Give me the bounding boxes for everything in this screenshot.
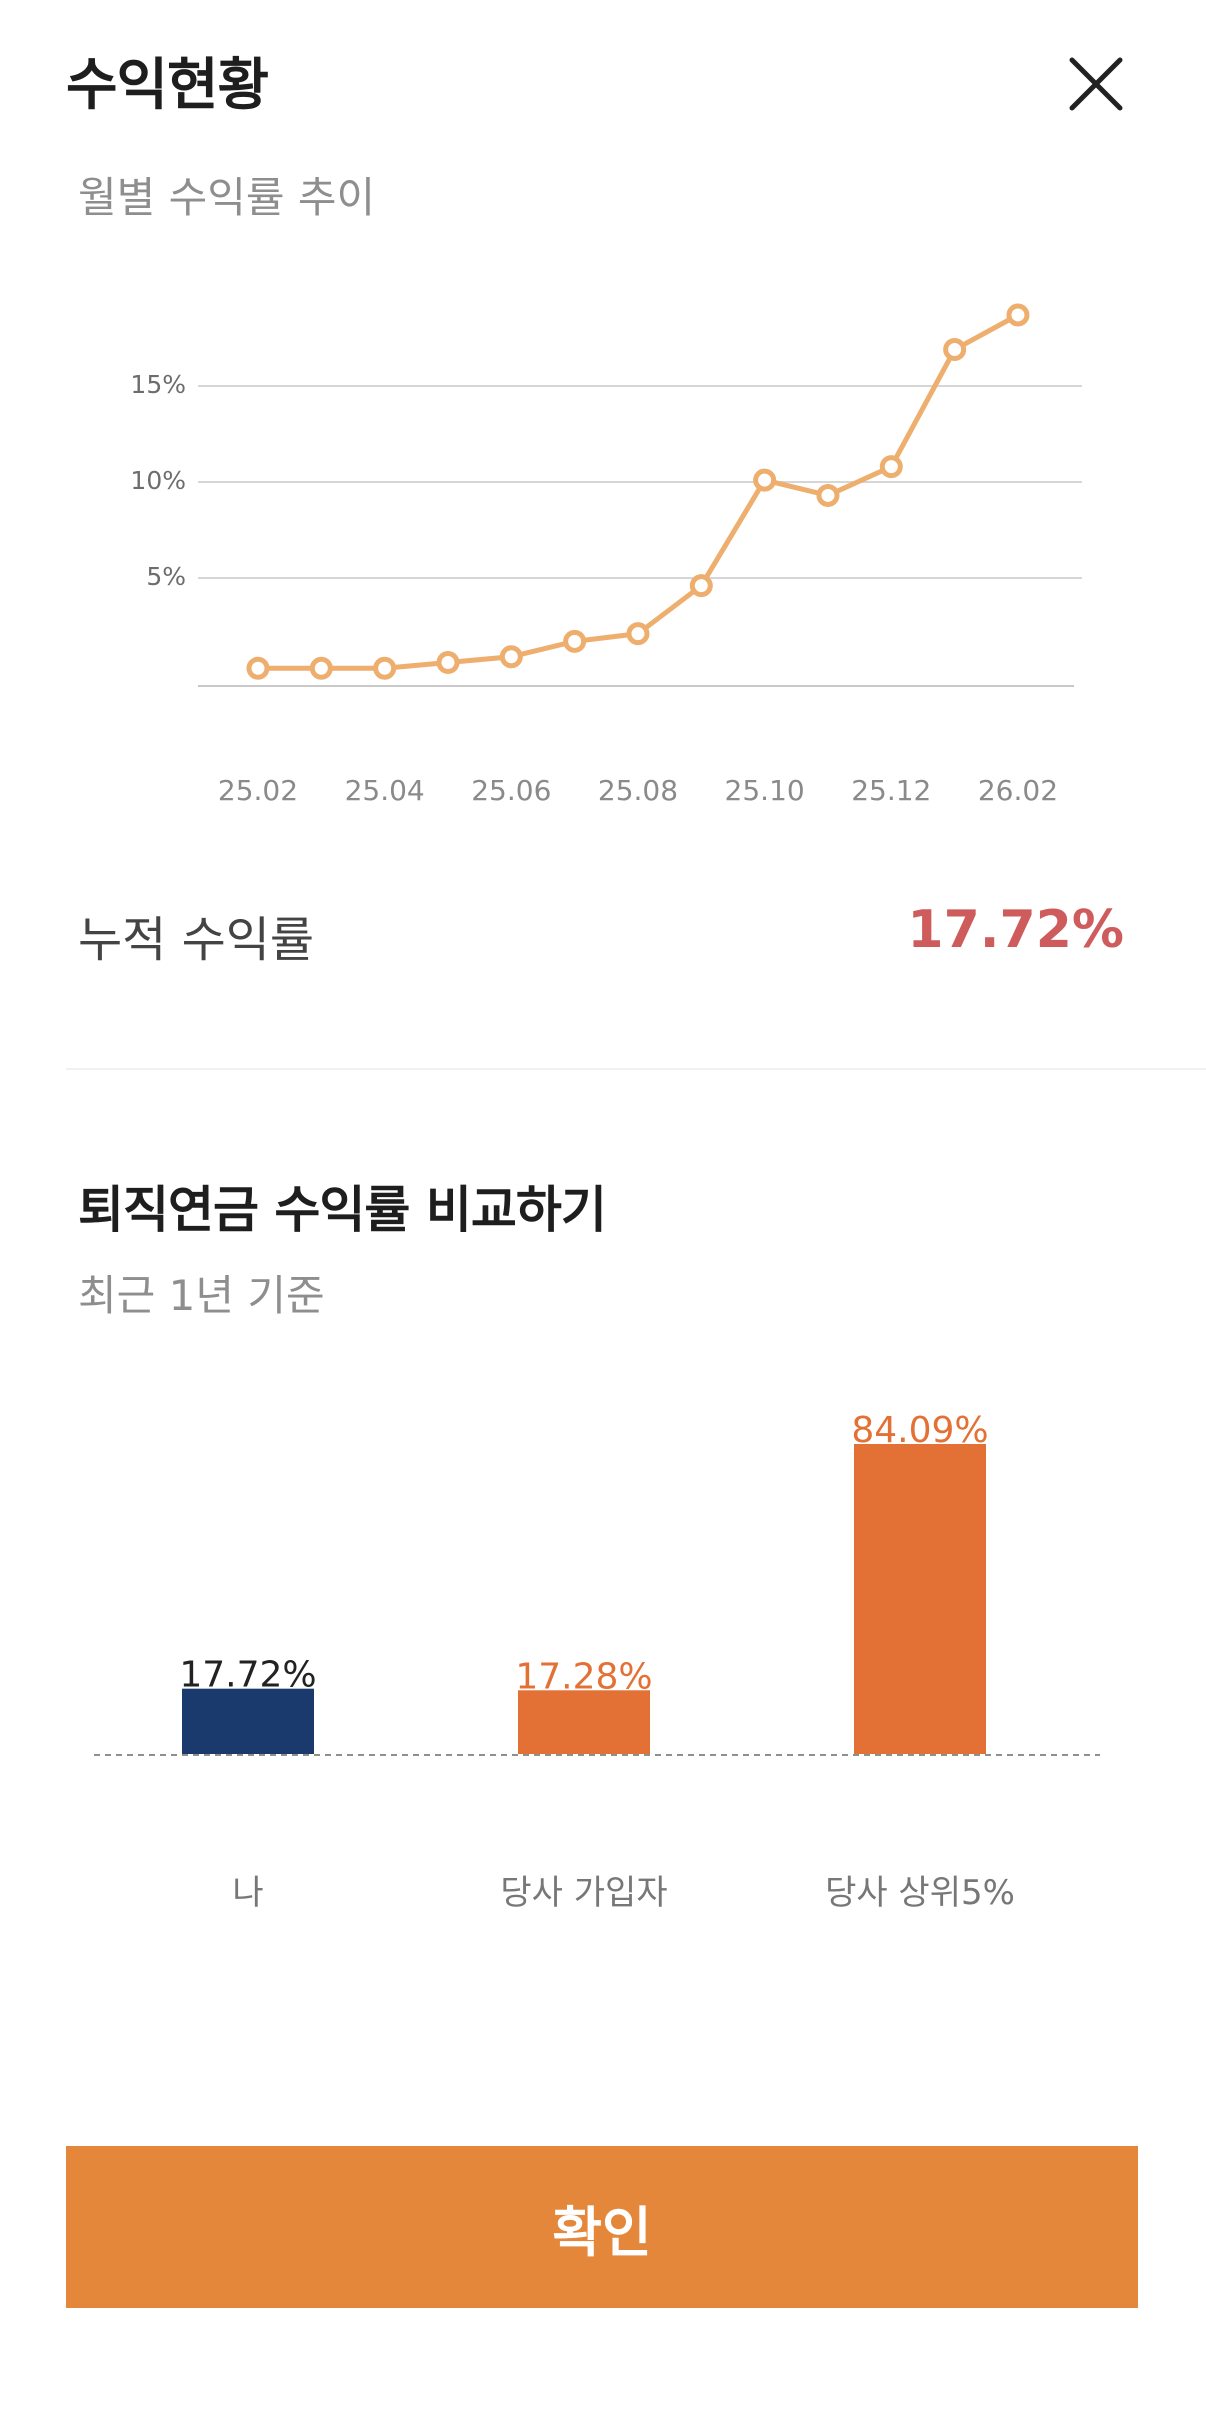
return-comparison-bar-chart: 17.72% 나 17.28% 당사 가입자 84.09% 당사 상위5%	[94, 1410, 1100, 1913]
data-point	[246, 656, 270, 680]
data-point	[879, 455, 903, 479]
bar	[182, 1688, 314, 1754]
bar-category-label: 당사 상위5%	[825, 1873, 1015, 1913]
y-tick-label: 15%	[130, 370, 186, 399]
monthly-return-line-chart: 5% 10% 15% 25.02 25.04 25.06 25.08 25.10 25.12 26…	[130, 303, 1082, 807]
data-point	[689, 574, 713, 598]
bar	[518, 1690, 650, 1754]
bar	[854, 1444, 986, 1754]
close-icon[interactable]	[1056, 44, 1136, 124]
page-title: 수익현황	[66, 53, 269, 118]
series-line	[258, 312, 1020, 671]
confirm-button[interactable]: 확인	[66, 2146, 1138, 2308]
x-tick-label: 25.04	[345, 774, 425, 807]
y-tick-label: 10%	[130, 466, 186, 495]
data-point	[436, 650, 460, 674]
compare-section-title: 퇴직연금 수익률 비교하기	[78, 1181, 607, 1239]
data-point	[373, 656, 397, 680]
x-tick-label: 25.06	[471, 774, 551, 807]
cumulative-return-label: 누적 수익률	[78, 912, 315, 968]
x-tick-label: 25.02	[218, 774, 298, 807]
bar-value-label: 17.72%	[179, 1655, 316, 1696]
x-tick-label: 25.08	[598, 774, 678, 807]
close-button[interactable]	[1056, 44, 1136, 124]
data-point	[1006, 303, 1030, 327]
section-divider	[66, 1068, 1206, 1070]
compare-section-subtitle: 최근 1년 기준	[78, 1271, 325, 1320]
cumulative-return-value: 17.72%	[907, 900, 1124, 960]
data-point	[943, 338, 967, 362]
bar-category-label: 나	[232, 1873, 263, 1913]
data-point	[626, 622, 650, 646]
monthly-chart-subtitle: 월별 수익률 추이	[78, 173, 376, 222]
x-tick-label: 26.02	[978, 774, 1058, 807]
x-tick-label: 25.10	[725, 774, 805, 807]
bar-category-label: 당사 가입자	[500, 1873, 667, 1913]
data-point	[816, 483, 840, 507]
bar-value-label: 84.09%	[851, 1410, 988, 1451]
data-point	[309, 656, 333, 680]
data-point	[563, 629, 587, 653]
data-point	[499, 645, 523, 669]
y-tick-label: 5%	[146, 562, 186, 591]
bar-value-label: 17.28%	[515, 1656, 652, 1697]
x-tick-label: 25.12	[851, 774, 931, 807]
data-point	[753, 468, 777, 492]
